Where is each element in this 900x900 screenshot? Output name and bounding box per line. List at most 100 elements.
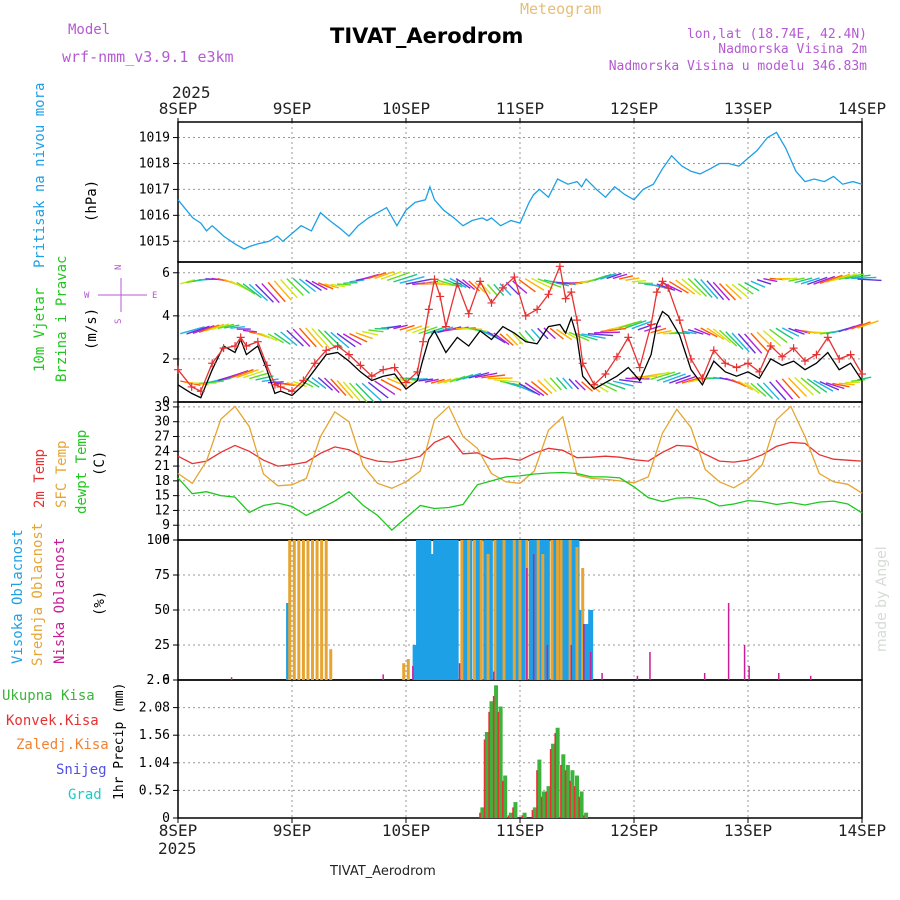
pressure-ytick-label: 1015	[139, 234, 170, 249]
wind-direction-arrow	[781, 378, 801, 399]
mid-cloud-bar	[460, 540, 464, 680]
wind-direction-arrow	[750, 332, 769, 353]
precip-ytick-label: 1.56	[139, 728, 170, 743]
low-cloud-bar	[636, 675, 639, 680]
mid-cloud-bar	[502, 540, 506, 680]
time-label-bottom: 8SEP	[159, 821, 198, 840]
mid-cloud-bar	[324, 540, 328, 680]
high-cloud-bar	[446, 540, 452, 680]
wind-direction-arrow	[261, 333, 278, 342]
temp2m-title: 2m Temp	[32, 449, 48, 508]
wind-direction-arrow	[737, 380, 754, 391]
wind-direction-arrow	[361, 382, 382, 402]
wind-gust-marker	[430, 275, 439, 284]
wind-direction-arrow	[437, 378, 452, 385]
wind-direction-arrow	[825, 273, 851, 283]
wind-direction-arrow	[367, 381, 389, 399]
wind-gust-marker	[573, 316, 581, 325]
wind-direction-arrow	[387, 324, 402, 329]
wind-direction-arrow	[631, 279, 647, 283]
wind-direction-arrow	[644, 371, 670, 379]
precip-conv-bar	[560, 764, 562, 818]
wind-ytick-label: 2	[162, 352, 170, 367]
wind-direction-arrow	[662, 373, 686, 383]
wind-direction-arrow	[298, 327, 317, 348]
wind-gust-marker	[647, 320, 656, 329]
precip-conv-bar	[578, 796, 580, 818]
wind-ytick-label: 4	[162, 309, 170, 324]
wind-direction-arrow	[537, 379, 553, 394]
temperature-ytick-label: 6	[162, 533, 170, 548]
wind-direction-arrow	[612, 380, 634, 387]
high-cloud-bar	[565, 540, 571, 680]
wind-direction-arrow	[687, 277, 708, 297]
wind-compass-legend: N E S W	[84, 265, 157, 324]
time-label-bottom: 12SEP	[610, 821, 658, 840]
station-title: TIVAT_Aerodrom	[330, 24, 523, 48]
credit-watermark: made by Angel	[874, 546, 890, 652]
wind-direction-arrow	[249, 372, 269, 380]
wind-direction-arrow	[343, 281, 358, 284]
high-cloud-bar	[583, 624, 589, 680]
temp-ylabel: (C)	[92, 451, 108, 476]
panels: 1015101610171018101902466912151821242730…	[139, 121, 882, 826]
wind-direction-arrow	[255, 375, 274, 381]
precip-total-bar	[551, 743, 556, 818]
wind-direction-arrow	[192, 325, 215, 335]
precip-total-bar	[522, 812, 527, 818]
mid-cloud-bar	[315, 540, 319, 680]
high-cloud-bar	[494, 540, 500, 680]
temp2m-line	[177, 435, 863, 467]
high-cloud-bar	[588, 610, 594, 680]
wind-direction-arrow	[355, 332, 373, 340]
wind-direction-arrow	[594, 331, 621, 334]
wind-direction-arrow	[261, 283, 280, 304]
wind-direction-arrow	[850, 321, 871, 330]
time-label-top: 12SEP	[610, 99, 658, 118]
wind-direction-arrow	[819, 274, 843, 285]
precip-ytick-label: 1.04	[139, 756, 170, 771]
wind-direction-arrow	[305, 327, 324, 348]
mid-cloud-bar	[311, 540, 315, 680]
wind-direction-arrow	[530, 328, 542, 341]
pressure-ytick-label: 1018	[139, 156, 170, 171]
high-cloud-bar	[498, 540, 504, 680]
wind-gust-marker	[356, 361, 365, 370]
wind-direction-arrow	[625, 319, 647, 329]
wind-direction-arrow	[769, 328, 788, 344]
high-cloud-bar	[443, 540, 449, 680]
high-cloud-bar	[508, 540, 514, 680]
time-label-top: 9SEP	[273, 99, 312, 118]
wind-direction-arrow	[844, 323, 864, 331]
mid-cloud-title: Srednja Oblacnost	[30, 523, 46, 666]
precip-total-bar	[489, 701, 494, 818]
wind-direction-arrow	[330, 331, 350, 349]
wind-gust-marker	[402, 378, 410, 387]
wind-gust-marker	[687, 354, 695, 363]
wind-direction-arrow	[455, 278, 471, 289]
wind-direction-arrow	[838, 382, 855, 386]
model-label: Model	[68, 22, 110, 38]
high-cloud-bar	[504, 540, 510, 680]
pressure-ylabel: (hPa)	[84, 180, 100, 222]
wind-direction-arrow	[530, 381, 549, 396]
wind-gust-marker	[476, 277, 485, 286]
wind-gust-marker	[533, 305, 542, 314]
wind-gust-marker	[612, 352, 621, 361]
clouds-ytick-label: 25	[154, 638, 170, 653]
precip-conv-bar	[488, 711, 490, 818]
precip-conv-bar	[483, 739, 486, 818]
wind-direction-arrow	[832, 273, 858, 282]
pressure-title: Pritisak na nivou mora	[32, 83, 48, 268]
wind-direction-arrow	[687, 328, 704, 335]
wind-direction-arrow	[619, 378, 642, 384]
time-label-top: 13SEP	[724, 99, 772, 118]
precip-conv-bar	[497, 711, 500, 818]
precip-ytick-label: 2.6	[147, 673, 170, 688]
mid-cloud-bar	[297, 540, 301, 680]
wind-direction-arrow	[787, 377, 807, 398]
precip-total-bar	[584, 812, 589, 818]
wind-direction-arrow	[706, 280, 725, 301]
wind-direction-arrow	[718, 282, 736, 301]
high-cloud-title: Visoka Oblacnost	[10, 529, 26, 664]
